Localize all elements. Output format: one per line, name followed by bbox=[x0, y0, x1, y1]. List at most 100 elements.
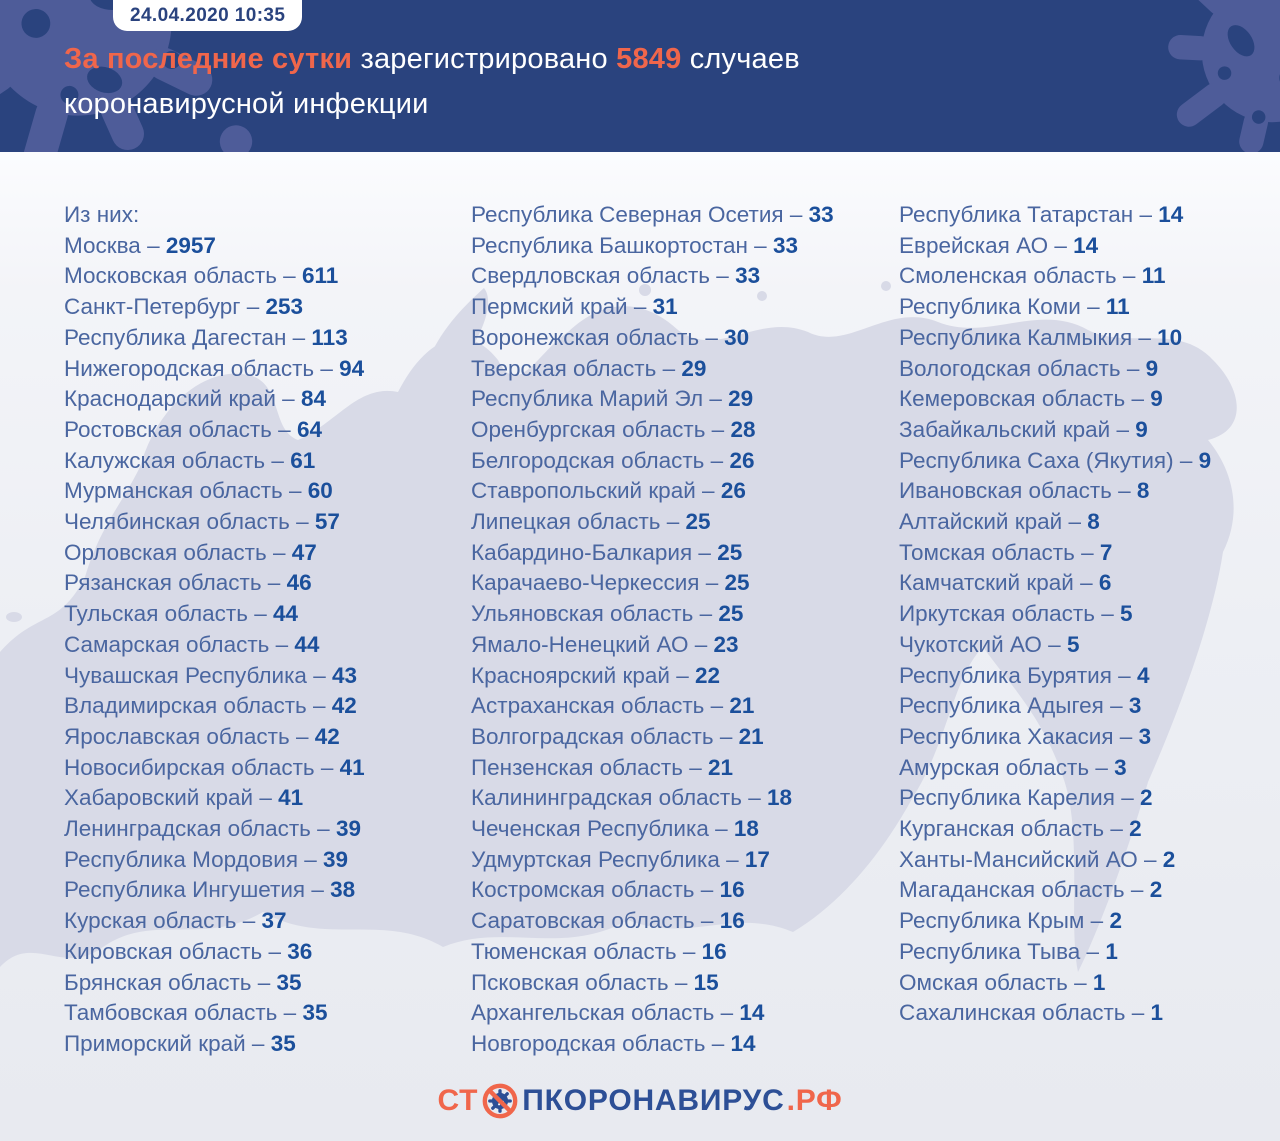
region-value: 8 bbox=[1087, 509, 1100, 535]
region-row: Омская область – 1 bbox=[899, 968, 1211, 999]
region-name: Республика Марий Эл bbox=[471, 386, 704, 412]
region-name: Рязанская область bbox=[64, 570, 262, 596]
region-value: 28 bbox=[730, 416, 756, 442]
region-row: Республика Крым – 2 bbox=[899, 906, 1211, 937]
region-row: Чеченская Республика – 18 bbox=[471, 814, 834, 845]
region-row: Белгородская область – 26 bbox=[471, 446, 834, 477]
region-separator: – bbox=[240, 294, 266, 320]
region-row: Еврейская АО – 14 bbox=[899, 231, 1211, 262]
region-name: Республика Дагестан bbox=[64, 324, 287, 350]
region-row: Республика Башкортостан – 33 bbox=[471, 231, 834, 262]
region-value: 26 bbox=[729, 447, 755, 473]
region-row: Магаданская область – 2 bbox=[899, 875, 1211, 906]
region-separator: – bbox=[705, 1030, 731, 1056]
region-value: 39 bbox=[323, 846, 349, 872]
region-row: Карачаево-Черкессия – 25 bbox=[471, 568, 834, 599]
region-separator: – bbox=[1113, 723, 1139, 749]
region-row: Липецкая область – 25 bbox=[471, 507, 834, 538]
region-row: Самарская область – 44 bbox=[64, 630, 365, 661]
region-row: Ярославская область – 42 bbox=[64, 722, 365, 753]
region-separator: – bbox=[1125, 1000, 1151, 1026]
logo-suffix: .РФ bbox=[786, 1084, 843, 1117]
region-separator: – bbox=[245, 1030, 271, 1056]
region-value: 11 bbox=[1141, 263, 1166, 289]
region-separator: – bbox=[277, 1000, 303, 1026]
region-separator: – bbox=[627, 294, 653, 320]
region-name: Республика Татарстан bbox=[899, 202, 1134, 227]
region-separator: – bbox=[704, 447, 730, 473]
region-value: 17 bbox=[744, 846, 770, 872]
region-name: Воронежская область bbox=[471, 324, 700, 350]
region-name: Республика Ингушетия bbox=[64, 877, 306, 903]
region-separator: – bbox=[236, 908, 262, 934]
region-row: Новосибирская область – 41 bbox=[64, 753, 365, 784]
region-value: 25 bbox=[718, 601, 744, 627]
headline-line1: За последние сутки зарегистрировано 5849… bbox=[64, 37, 800, 82]
region-column-3: Республика Татарстан – 14 Еврейская АО – … bbox=[899, 200, 1211, 1029]
logo-middle: ПКОРОНАВИРУС bbox=[522, 1084, 785, 1117]
region-value: 29 bbox=[728, 386, 754, 412]
region-column-2: Республика Северная Осетия – 33 Республик… bbox=[471, 200, 834, 1060]
region-value: 2 bbox=[1149, 877, 1163, 903]
region-name: Белгородская область bbox=[471, 447, 705, 473]
site-logo[interactable]: СТ bbox=[0, 1080, 1280, 1122]
region-separator: – bbox=[310, 816, 336, 842]
region-value: 42 bbox=[331, 693, 357, 719]
region-row: Курганская область – 2 bbox=[899, 814, 1211, 845]
region-name: Хабаровский край bbox=[64, 785, 254, 811]
region-name: Вологодская область bbox=[899, 355, 1121, 381]
region-name: Ханты-Мансийский АО bbox=[899, 846, 1138, 872]
region-separator: – bbox=[705, 416, 731, 442]
region-value: 42 bbox=[314, 723, 340, 749]
region-name: Чеченская Республика bbox=[471, 816, 709, 842]
region-row: Приморский край – 35 bbox=[64, 1029, 365, 1060]
region-separator: – bbox=[289, 509, 315, 535]
region-row: Кабардино-Балкария – 25 bbox=[471, 538, 834, 569]
region-name: Республика Адыгея bbox=[899, 693, 1104, 719]
region-value: 113 bbox=[311, 324, 348, 350]
region-value: 37 bbox=[261, 908, 287, 934]
region-separator: – bbox=[695, 478, 721, 504]
region-row: Хабаровский край – 41 bbox=[64, 783, 365, 814]
region-separator: – bbox=[668, 969, 694, 995]
region-separator: – bbox=[688, 631, 714, 657]
region-separator: – bbox=[275, 386, 301, 412]
region-name: Республика Тыва bbox=[899, 938, 1081, 964]
region-name: Ярославская область bbox=[64, 723, 290, 749]
region-separator: – bbox=[1089, 754, 1115, 780]
region-value: 64 bbox=[296, 416, 322, 442]
region-value: 15 bbox=[693, 969, 719, 995]
region-separator: – bbox=[1111, 662, 1137, 688]
region-value: 39 bbox=[335, 816, 361, 842]
region-row: Республика Мордовия – 39 bbox=[64, 845, 365, 876]
region-separator: – bbox=[1073, 570, 1099, 596]
region-name: Курская область bbox=[64, 908, 237, 934]
region-name: Красноярский край bbox=[471, 662, 670, 688]
region-separator: – bbox=[714, 1000, 740, 1026]
region-value: 2 bbox=[1162, 846, 1176, 872]
region-name: Астраханская область bbox=[471, 693, 705, 719]
region-value: 36 bbox=[287, 938, 313, 964]
region-row: Челябинская область – 57 bbox=[64, 507, 365, 538]
region-row: Калужская область – 61 bbox=[64, 446, 365, 477]
region-name: Чувашская Республика bbox=[64, 662, 307, 688]
region-name: Пермский край bbox=[471, 294, 628, 320]
region-name: Самарская область bbox=[64, 631, 270, 657]
region-name: Ростовская область bbox=[64, 416, 272, 442]
region-row: Сахалинская область – 1 bbox=[899, 998, 1211, 1029]
region-value: 33 bbox=[772, 232, 798, 258]
region-name: Приморский край bbox=[64, 1030, 246, 1056]
region-value: 7 bbox=[1099, 539, 1113, 565]
region-separator: – bbox=[656, 355, 682, 381]
region-name: Владимирская область bbox=[64, 693, 307, 719]
region-separator: – bbox=[298, 846, 324, 872]
region-value: 10 bbox=[1157, 324, 1183, 350]
region-name: Сахалинская область bbox=[899, 1000, 1126, 1026]
region-row: Архангельская область – 14 bbox=[471, 998, 834, 1029]
region-value: 60 bbox=[307, 478, 333, 504]
region-row: Ивановская область – 8 bbox=[899, 476, 1211, 507]
region-separator: – bbox=[694, 877, 720, 903]
region-separator: – bbox=[1110, 416, 1136, 442]
region-name: Новосибирская область bbox=[64, 754, 315, 780]
region-name: Республика Коми bbox=[899, 294, 1081, 320]
